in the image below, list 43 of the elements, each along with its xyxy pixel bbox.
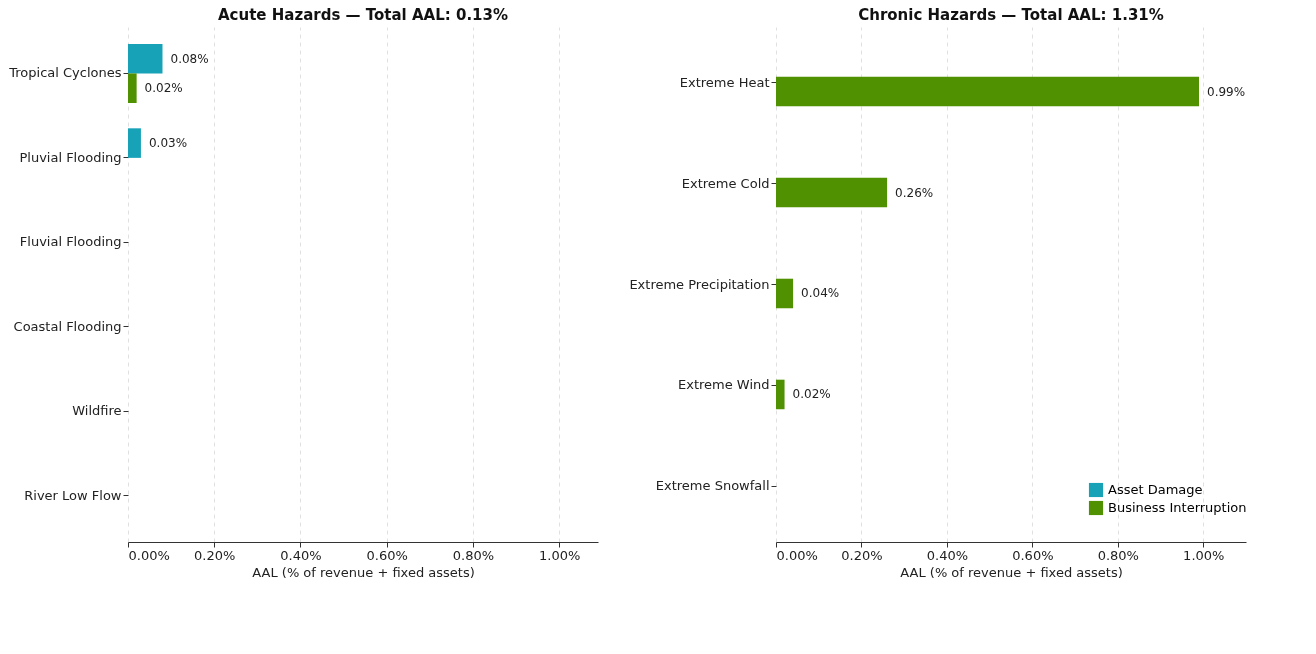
y-tick-label: Fluvial Flooding [19,234,122,250]
legend-label: Business Interruption [1108,500,1247,515]
data-label: 0.02% [792,387,831,402]
y-tick-label: Extreme Snowfall [655,478,770,494]
data-label: 0.26% [895,185,934,200]
y-tick-label: Tropical Cyclones [8,65,122,81]
data-label: 0.99% [1207,84,1246,99]
bar [128,128,141,158]
bar [128,43,163,74]
y-tick-label: Extreme Precipitation [629,276,770,292]
bar [776,379,785,410]
x-tick-label: 1.00% [1183,547,1225,563]
x-axis-title: AAL (% of revenue + fixed assets) [900,564,1123,580]
x-tick-label: 0.00% [776,547,818,563]
bar [776,278,794,309]
chart-title: Chronic Hazards — Total AAL: 1.31% [858,6,1164,24]
x-tick-label: 0.40% [926,547,969,563]
y-tick-label: Extreme Cold [681,175,770,191]
data-label: 0.08% [170,51,209,66]
bar [776,177,888,208]
x-tick-label: 0.60% [1012,547,1054,563]
bar [776,76,1199,107]
x-tick-label: 0.80% [452,547,495,563]
x-tick-label: 1.00% [539,547,581,563]
y-tick-label: River Low Flow [24,487,122,503]
x-axis-title: AAL (% of revenue + fixed assets) [252,564,475,580]
x-tick-label: 0.60% [366,547,408,563]
y-tick-label: Coastal Flooding [13,318,122,334]
legend-label: Asset Damage [1108,482,1203,497]
chart-title: Acute Hazards — Total AAL: 0.13% [217,6,509,24]
data-label: 0.02% [144,81,183,96]
y-tick-label: Extreme Heat [679,74,770,90]
bar [128,73,137,103]
y-tick-label: Extreme Wind [677,377,770,393]
y-tick-label: Pluvial Flooding [19,149,122,165]
data-label: 0.04% [801,286,840,301]
x-tick-label: 0.00% [128,547,170,563]
x-tick-label: 0.40% [280,547,322,563]
x-tick-label: 0.20% [194,547,236,563]
data-label: 0.03% [148,136,188,151]
y-tick-label: Wildfire [72,403,122,419]
x-tick-label: 0.80% [1097,547,1139,563]
x-tick-label: 0.20% [841,547,883,563]
